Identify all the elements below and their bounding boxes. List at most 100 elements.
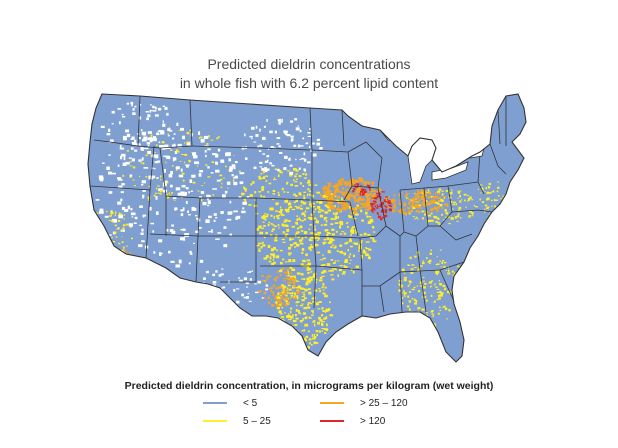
map-speck (267, 191, 269, 193)
map-speck (128, 259, 132, 261)
map-speck (392, 201, 395, 204)
map-speck (419, 321, 423, 324)
map-speck (296, 291, 300, 295)
map-speck (111, 237, 113, 239)
map-speck (115, 236, 118, 238)
map-speck (349, 201, 352, 204)
map-speck (293, 144, 297, 147)
map-speck (279, 249, 283, 252)
map-speck (421, 308, 425, 311)
map-speck (261, 297, 265, 299)
map-speck (455, 203, 457, 206)
map-speck (294, 292, 296, 296)
map-speck (108, 128, 111, 132)
map-speck (134, 149, 138, 152)
map-speck (464, 199, 466, 202)
map-speck (248, 300, 252, 302)
map-speck (301, 237, 304, 240)
map-speck (299, 239, 303, 242)
map-speck (435, 286, 438, 288)
map-speck (286, 199, 288, 202)
map-speck (334, 185, 337, 188)
map-speck (400, 285, 403, 288)
map-speck (283, 280, 286, 282)
map-speck (94, 236, 97, 239)
map-speck (426, 211, 430, 214)
map-speck (281, 187, 284, 191)
map-speck (335, 208, 340, 211)
map-speck (494, 210, 496, 213)
map-speck (272, 228, 275, 231)
map-speck (200, 136, 203, 138)
map-speck (272, 224, 275, 226)
map-speck (424, 200, 428, 201)
map-speck (389, 205, 392, 207)
map-speck (309, 281, 311, 284)
map-speck (259, 231, 264, 235)
map-speck (398, 193, 401, 196)
map-speck (278, 193, 280, 197)
map-speck (255, 125, 258, 129)
map-speck (283, 336, 287, 339)
map-speck (207, 166, 210, 169)
map-speck (410, 206, 412, 208)
map-speck (273, 215, 275, 219)
map-speck (403, 289, 405, 292)
map-speck (287, 289, 289, 292)
legend-title: Predicted dieldrin concentration, in mic… (124, 380, 494, 392)
map-speck (270, 248, 274, 252)
map-speck (408, 300, 411, 303)
map-speck (281, 307, 284, 309)
map-speck (436, 202, 439, 204)
map-speck (246, 196, 250, 198)
map-speck (448, 309, 451, 312)
map-speck (327, 205, 331, 207)
map-speck (323, 317, 327, 320)
map-speck (479, 184, 483, 186)
map-speck (290, 310, 292, 314)
map-speck (296, 272, 301, 275)
map-speck (360, 190, 363, 193)
map-speck (330, 259, 334, 261)
map-speck (487, 206, 490, 208)
map-speck (101, 226, 104, 229)
map-speck (254, 199, 257, 202)
map-speck (368, 188, 371, 190)
legend-item-high: > 25 – 120 (320, 396, 408, 410)
map-speck (457, 304, 459, 307)
map-speck (296, 223, 299, 225)
map-speck (108, 219, 112, 221)
map-speck (166, 147, 171, 149)
map-speck (312, 217, 317, 220)
map-speck (304, 236, 307, 239)
map-speck (276, 305, 280, 307)
map-speck (487, 191, 489, 194)
map-speck (438, 223, 441, 225)
map-speck (321, 322, 324, 326)
map-speck (229, 200, 232, 204)
map-speck (281, 214, 285, 216)
map-speck (276, 299, 280, 302)
map-speck (129, 226, 132, 228)
map-speck (350, 184, 355, 187)
map-speck (425, 201, 429, 204)
map-speck (298, 226, 303, 229)
map-speck (334, 245, 337, 249)
map-speck (166, 228, 169, 232)
map-speck (376, 207, 379, 209)
map-speck (370, 191, 372, 193)
map-speck (261, 275, 264, 277)
map-speck (300, 230, 304, 232)
map-speck (281, 267, 285, 270)
map-speck (267, 244, 271, 248)
map-speck (142, 215, 145, 218)
map-speck (265, 255, 269, 258)
map-speck (124, 209, 129, 212)
map-speck (408, 283, 411, 285)
map-speck (345, 205, 349, 207)
map-speck (225, 165, 227, 168)
map-speck (148, 199, 150, 201)
legend-swatch-low (203, 402, 227, 404)
map-speck (303, 278, 306, 281)
map-speck (292, 281, 296, 285)
